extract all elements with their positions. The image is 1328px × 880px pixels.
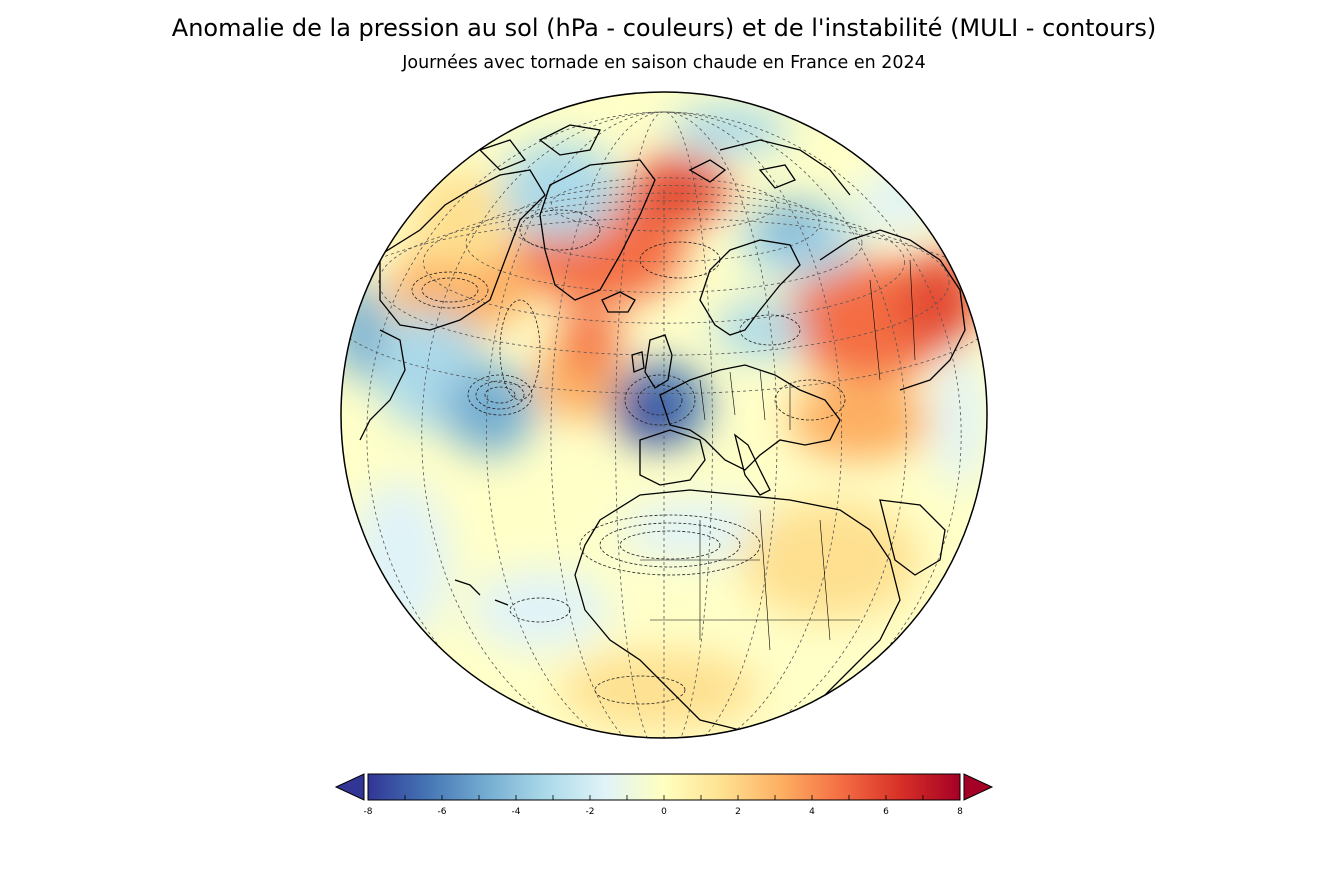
muli-contours [411,209,846,705]
parallel-line [465,192,863,293]
pressure-anomaly-shading [341,105,985,730]
meridian-line [421,111,907,738]
parallel-line [508,185,820,263]
meridian-line [366,111,962,738]
colorbar-tick-label: 4 [809,807,815,817]
coastlines [359,124,966,731]
country-borders [640,259,916,651]
graticule-lines [341,111,987,738]
colorbar-extend-max [963,773,994,801]
colorbar-extend-min [334,773,365,801]
colorbar-tick-label: 2 [735,807,741,817]
colorbar: -8 -6 -4 -2 0 2 4 6 8 [334,773,994,817]
colorbar-tick-label: 8 [957,807,963,817]
colorbar-tick-label: 6 [883,807,889,817]
parallel-line [422,200,906,324]
colorbar-tick-label: -4 [512,807,521,817]
parallel-line [378,208,950,356]
colorbar-tick-label: 0 [661,807,667,817]
globe-outline [340,91,988,739]
parallel-line [550,177,778,232]
colorbar-ticks: -8 -6 -4 -2 0 2 4 6 8 [364,795,963,817]
colorbar-tick-label: -6 [438,807,447,817]
colorbar-tick-label: -8 [364,807,373,817]
meridian-line [485,111,843,738]
figure-subtitle: Journées avec tornade en saison chaude e… [402,53,926,73]
colorbar-tick-label: -2 [586,807,595,817]
figure-title: Anomalie de la pression au sol (hPa - co… [171,14,1157,42]
meridian-line [615,111,713,738]
parallel-line [341,217,987,394]
